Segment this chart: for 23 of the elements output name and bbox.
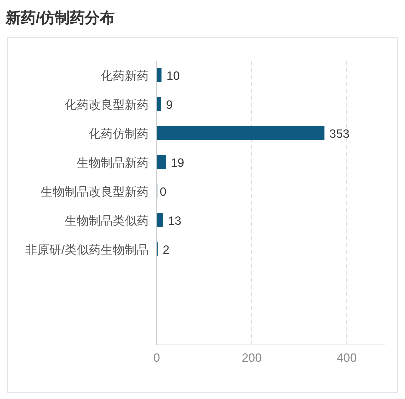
y-tick-label: 生物制品类似药: [65, 214, 149, 228]
data-label: 13: [168, 214, 182, 228]
chart-title: 新药/仿制药分布: [5, 9, 116, 27]
bar: [157, 156, 166, 170]
data-label: 9: [166, 98, 174, 112]
x-tick-label: 400: [336, 351, 358, 365]
y-tick-label: 化药改良型新药: [65, 98, 149, 112]
bar: [157, 214, 164, 228]
data-label: 19: [171, 156, 185, 170]
y-tick-label: 化药仿制药: [89, 127, 149, 141]
data-label: 2: [162, 243, 170, 257]
y-tick-label: 生物制品新药: [77, 156, 149, 170]
x-tick-label: 200: [242, 351, 262, 365]
bar: [157, 68, 162, 82]
y-tick-label: 化药新药: [101, 69, 149, 83]
data-label: 353: [330, 127, 350, 141]
y-tick-label: 非原研/类似药生物制品: [26, 243, 149, 257]
bar: [157, 126, 325, 140]
data-label: 0: [160, 185, 167, 199]
bar: [157, 98, 162, 112]
y-tick-label: 生物制品改良型新药: [41, 185, 149, 199]
x-tick-label: 0: [154, 351, 161, 365]
data-label: 10: [166, 69, 180, 83]
